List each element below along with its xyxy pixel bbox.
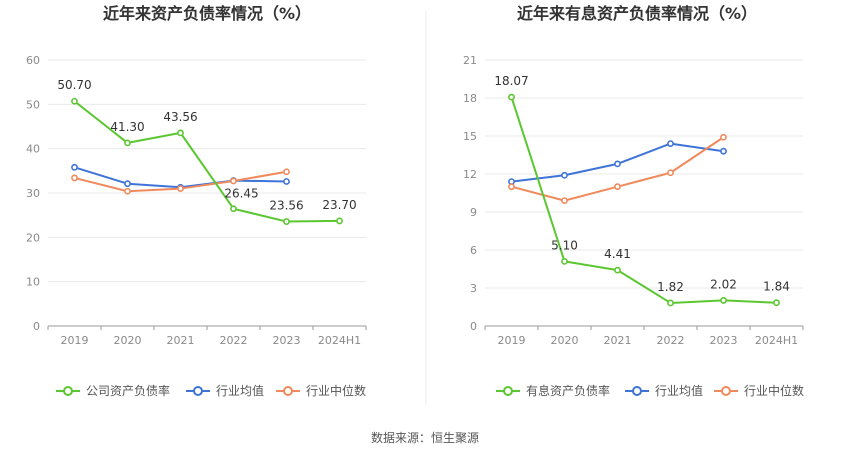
data-point[interactable] bbox=[614, 266, 621, 274]
data-point[interactable] bbox=[561, 257, 568, 265]
y-tick-label: 30 bbox=[26, 187, 40, 200]
data-point[interactable] bbox=[124, 187, 131, 195]
y-tick-label: 18 bbox=[463, 92, 477, 105]
series-line bbox=[73, 100, 340, 223]
data-point[interactable] bbox=[667, 140, 674, 147]
chart-debt-ratio: 近年来资产负债率情况（%） 0 10 20 30 40 50 60 2019 2020 2021 20… bbox=[26, 4, 367, 398]
y-tick-label: 6 bbox=[470, 244, 477, 257]
legend-item[interactable]: 公司资产负债率 bbox=[56, 383, 170, 398]
data-label: 26.45 bbox=[224, 187, 258, 201]
data-label: 23.56 bbox=[269, 199, 303, 213]
legend-label: 行业中位数 bbox=[744, 383, 804, 398]
x-tick-label: 2019 bbox=[61, 334, 89, 347]
data-label: 41.30 bbox=[110, 120, 144, 134]
data-point[interactable] bbox=[230, 205, 237, 213]
data-label: 1.84 bbox=[763, 280, 790, 294]
data-point[interactable] bbox=[614, 160, 621, 168]
x-tick-label: 2023 bbox=[273, 334, 301, 347]
data-point[interactable] bbox=[720, 297, 727, 304]
legend-label: 行业均值 bbox=[655, 383, 703, 398]
data-label: 50.70 bbox=[57, 78, 91, 92]
data-source-label: 数据来源：恒生聚源 bbox=[371, 430, 479, 445]
data-label: 43.56 bbox=[163, 110, 197, 124]
chart-title: 近年来资产负债率情况（%） bbox=[103, 4, 311, 23]
x-tick-label: 2022 bbox=[657, 334, 685, 347]
data-point[interactable] bbox=[667, 299, 674, 307]
y-tick-label: 3 bbox=[470, 282, 477, 295]
y-tick-label: 15 bbox=[463, 130, 477, 143]
data-point[interactable] bbox=[720, 133, 727, 141]
x-tick-label: 2022 bbox=[220, 334, 248, 347]
legend-item[interactable]: 行业中位数 bbox=[276, 383, 366, 398]
y-tick-label: 0 bbox=[470, 320, 477, 333]
y-tick-label: 21 bbox=[463, 54, 477, 67]
x-tick-label: 2021 bbox=[167, 334, 195, 347]
data-point[interactable] bbox=[614, 183, 621, 191]
legend-swatch-marker bbox=[503, 386, 513, 396]
legend-swatch-marker bbox=[63, 386, 73, 396]
data-label: 5.10 bbox=[551, 238, 578, 252]
y-tick-label: 50 bbox=[26, 98, 40, 111]
data-point[interactable] bbox=[667, 169, 674, 177]
data-label: 2.02 bbox=[710, 277, 737, 291]
x-tick-label: 2020 bbox=[551, 334, 579, 347]
data-point[interactable] bbox=[124, 180, 131, 188]
x-tick-label: 2019 bbox=[498, 334, 526, 347]
data-point[interactable] bbox=[71, 97, 78, 105]
legend-item[interactable]: 有息资产负债率 bbox=[496, 383, 610, 398]
y-tick-label: 60 bbox=[26, 54, 40, 67]
legend-item[interactable]: 行业均值 bbox=[186, 383, 264, 398]
x-tick-label: 2021 bbox=[604, 334, 632, 347]
data-point[interactable] bbox=[283, 178, 290, 185]
legend-swatch-marker bbox=[283, 386, 293, 396]
data-label: 23.70 bbox=[322, 198, 356, 212]
legend-swatch-marker bbox=[193, 386, 203, 396]
y-tick-label: 0 bbox=[33, 320, 40, 333]
legend-item[interactable]: 行业中位数 bbox=[714, 383, 804, 398]
legend-swatch-marker bbox=[721, 386, 731, 396]
data-point[interactable] bbox=[177, 185, 184, 192]
chart-interest-debt-ratio: 近年来有息资产负债率情况（%） 0 3 6 9 12 15 18 21 2019 2020 2021 2… bbox=[463, 4, 804, 398]
series-line bbox=[510, 96, 777, 304]
legend-label: 行业中位数 bbox=[306, 383, 366, 398]
data-point[interactable] bbox=[336, 217, 343, 225]
x-tick-label: 2020 bbox=[114, 334, 142, 347]
data-point[interactable] bbox=[508, 183, 515, 191]
data-point[interactable] bbox=[561, 197, 568, 204]
legend-label: 公司资产负债率 bbox=[86, 383, 170, 398]
y-tick-label: 12 bbox=[463, 168, 477, 181]
legend-item[interactable]: 行业均值 bbox=[625, 383, 703, 398]
data-point[interactable] bbox=[124, 139, 131, 147]
data-point[interactable] bbox=[177, 129, 184, 137]
data-label: 1.82 bbox=[657, 280, 684, 294]
data-label: 18.07 bbox=[494, 74, 528, 88]
data-label: 4.41 bbox=[604, 247, 631, 261]
data-point[interactable] bbox=[71, 163, 78, 171]
data-point[interactable] bbox=[773, 299, 780, 307]
data-point[interactable] bbox=[720, 147, 727, 155]
data-point[interactable] bbox=[283, 168, 290, 176]
y-tick-label: 9 bbox=[470, 206, 477, 219]
data-point[interactable] bbox=[230, 177, 237, 185]
x-tick-label: 2024H1 bbox=[318, 334, 361, 347]
x-tick-label: 2024H1 bbox=[755, 334, 798, 347]
legend-label: 行业均值 bbox=[216, 383, 264, 398]
data-point[interactable] bbox=[283, 218, 290, 225]
legend-swatch-marker bbox=[632, 386, 642, 396]
y-tick-label: 40 bbox=[26, 143, 40, 156]
data-point[interactable] bbox=[561, 171, 568, 179]
y-tick-label: 10 bbox=[26, 276, 40, 289]
y-tick-label: 20 bbox=[26, 231, 40, 244]
data-point[interactable] bbox=[508, 93, 515, 101]
legend-label: 有息资产负债率 bbox=[526, 383, 610, 398]
x-tick-label: 2023 bbox=[710, 334, 738, 347]
data-point[interactable] bbox=[71, 174, 78, 182]
chart-title: 近年来有息资产负债率情况（%） bbox=[517, 4, 757, 23]
